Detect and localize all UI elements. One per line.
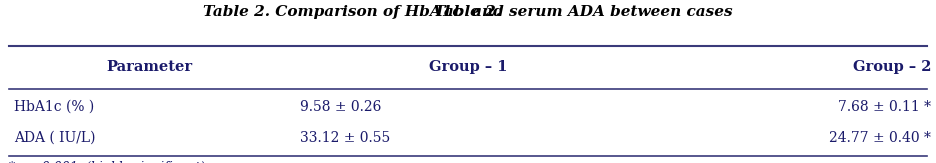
Text: Table 2. Comparison of HbA1c  and serum ADA between cases: Table 2. Comparison of HbA1c and serum A… xyxy=(203,5,733,19)
Text: Table 2.: Table 2. xyxy=(434,5,502,19)
Text: 7.68 ± 0.11 *: 7.68 ± 0.11 * xyxy=(839,100,931,114)
Text: *p < 0.001, (highly significant): *p < 0.001, (highly significant) xyxy=(9,161,206,163)
Text: 9.58 ± 0.26: 9.58 ± 0.26 xyxy=(300,100,381,114)
Text: 24.77 ± 0.40 *: 24.77 ± 0.40 * xyxy=(829,131,931,145)
Text: Group – 2: Group – 2 xyxy=(853,60,931,74)
Text: Group – 1: Group – 1 xyxy=(429,60,507,74)
Text: HbA1c (% ): HbA1c (% ) xyxy=(14,100,95,114)
Text: Parameter: Parameter xyxy=(107,60,193,74)
Text: Table 2. Comparison of HbA1c  and serum ADA between cases: Table 2. Comparison of HbA1c and serum A… xyxy=(203,5,733,19)
Text: ADA ( IU/L): ADA ( IU/L) xyxy=(14,131,95,145)
Text: 33.12 ± 0.55: 33.12 ± 0.55 xyxy=(300,131,389,145)
